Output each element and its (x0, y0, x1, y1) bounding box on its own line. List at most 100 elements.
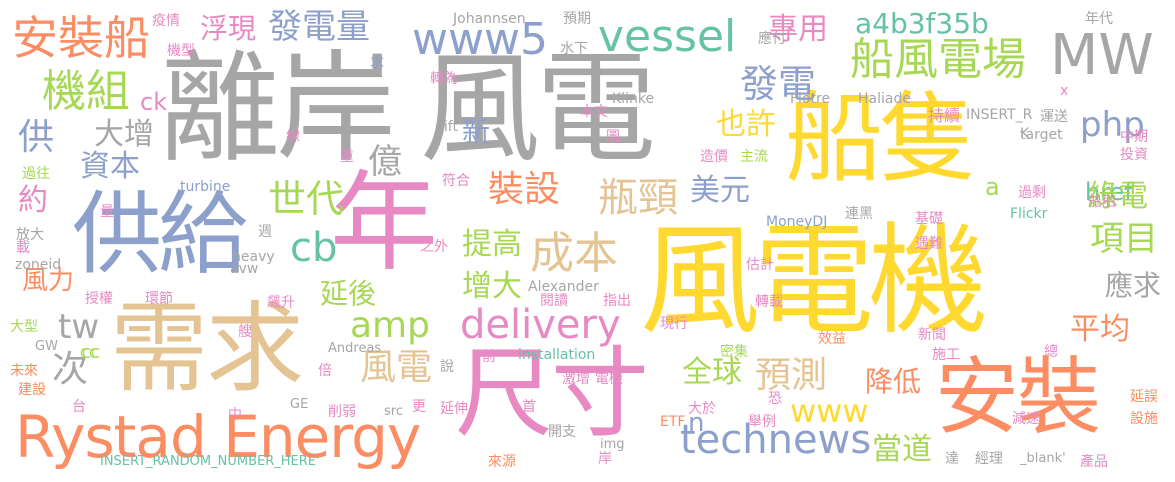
word: 綠電 (1088, 179, 1148, 214)
word: 設施 (1130, 411, 1158, 427)
word: 疫情 (152, 13, 180, 29)
word: 授權 (85, 291, 113, 307)
word: GE (290, 397, 309, 412)
word: 削弱 (328, 404, 356, 420)
word: 連黑 (845, 206, 873, 222)
word: 風電機 (640, 212, 988, 351)
word: Johannsen (453, 11, 526, 27)
word: target (1020, 127, 1063, 143)
word: 水下 (560, 41, 588, 57)
word: 約 (18, 183, 48, 218)
word: _blank' (1020, 451, 1066, 466)
word: 資本 (80, 149, 140, 184)
word: K (1020, 126, 1030, 142)
word: 也許 (716, 107, 776, 142)
word: MW (1050, 23, 1154, 88)
word: Flotre (790, 91, 831, 107)
word: 大於 (688, 401, 716, 417)
word: 億 (368, 142, 402, 182)
word: www5 (412, 14, 548, 65)
word: 基礎 (915, 211, 943, 227)
word: Klinke (612, 91, 655, 107)
word: INSERT_RANDOM_NUMBER_HERE' (100, 454, 320, 469)
word: 主流 (740, 149, 768, 165)
word: MoneyDJ (766, 214, 828, 230)
word: 圖 (606, 129, 620, 145)
word: 次 (52, 349, 89, 390)
word: 減速 (1012, 411, 1040, 427)
word: 應付 (758, 31, 786, 47)
word: Andreas (328, 341, 382, 356)
word: avw (230, 261, 259, 277)
word: technews (680, 417, 872, 463)
word: 飆升 (267, 295, 295, 311)
word: ck (140, 88, 168, 116)
word: 供 (18, 117, 55, 158)
word: CC (80, 347, 99, 362)
word: 持續 (928, 106, 961, 125)
word: 造價 (700, 149, 728, 165)
word: href (1085, 178, 1133, 206)
word: 機型 (167, 43, 195, 59)
word: Rystad Energy (15, 403, 421, 471)
word: 本文 (580, 104, 608, 120)
word: 轉載 (755, 294, 783, 310)
word: 首 (522, 399, 536, 415)
word: 世代 (268, 177, 345, 221)
word: a (985, 173, 1000, 201)
word: 年代 (1085, 11, 1113, 27)
word: 中 (228, 407, 242, 423)
word: 估計 (746, 257, 774, 273)
word: 供給 (72, 182, 248, 287)
word: 指出 (603, 293, 631, 309)
word: CC (82, 347, 101, 362)
word: amp (350, 305, 430, 346)
word: turbine (180, 179, 231, 195)
word: 環節 (145, 291, 173, 307)
word: 之外 (420, 239, 448, 255)
word: 效益 (818, 331, 846, 347)
word: 平均 (1070, 312, 1130, 347)
word: 過剩 (1018, 185, 1046, 201)
word: n (688, 408, 705, 438)
word: 重 (340, 149, 354, 165)
word: 預期 (563, 11, 591, 27)
word: 當道 (872, 432, 932, 467)
word: 離岸 (160, 40, 396, 179)
word: tw (58, 307, 100, 347)
word: 經理 (975, 451, 1003, 467)
word: 發電量 (268, 7, 370, 47)
word: 轉為 (430, 71, 458, 87)
word: 風電 (420, 40, 656, 179)
word: 建設 (18, 382, 46, 398)
word: 美元 (690, 173, 750, 208)
word: 來源 (488, 454, 516, 470)
word: php (1080, 105, 1145, 145)
word: 安裝 (935, 348, 1101, 446)
word: 台 (72, 399, 86, 415)
word: 密集 (720, 344, 748, 360)
word: 岸 (598, 451, 612, 467)
word: 風力 (22, 266, 75, 296)
word: 尺寸 (455, 337, 649, 451)
word: a4b3f35b (855, 7, 989, 40)
word: 項目 (1090, 219, 1158, 259)
word: 電機 (595, 371, 623, 387)
word: 週 (258, 224, 272, 240)
word: img (600, 437, 625, 452)
word: x (1060, 83, 1069, 99)
word: 載 (16, 240, 30, 256)
word: 浮現 (200, 12, 257, 45)
word: 產品 (1080, 454, 1108, 470)
word: 延後 (320, 277, 377, 310)
word: 預測 (755, 355, 828, 396)
word: delivery (460, 302, 621, 348)
word: 延誤 (1130, 389, 1158, 405)
word: 求 (370, 55, 384, 71)
word: 船舶 (1088, 194, 1116, 210)
word: 舉例 (748, 414, 776, 430)
word: 艘 (238, 324, 252, 340)
word: 更 (412, 399, 426, 415)
word: Flickr (1010, 206, 1048, 222)
